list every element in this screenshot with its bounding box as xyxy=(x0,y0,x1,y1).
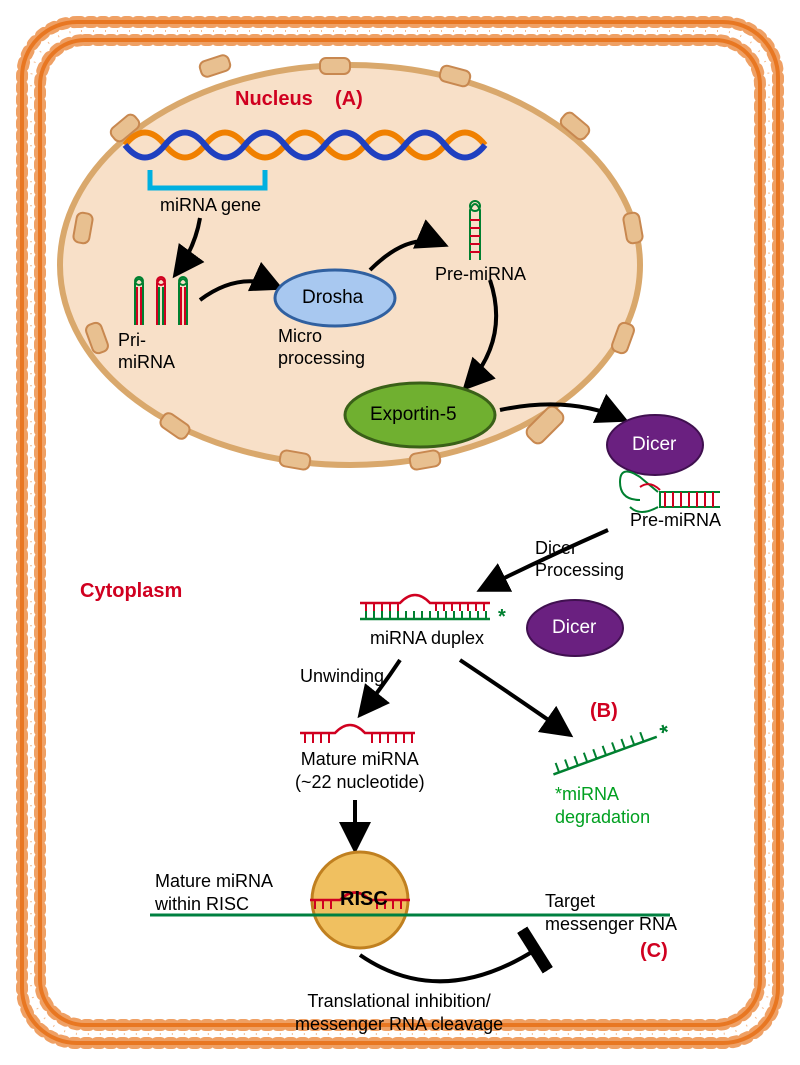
nucleus-label: Nucleus xyxy=(235,88,313,111)
mature-mirna-risc-label: Mature miRNA within RISC xyxy=(155,870,273,915)
marker-b: (B) xyxy=(590,700,618,723)
dicer-label-2: Dicer xyxy=(552,617,596,639)
marker-a: (A) xyxy=(335,88,363,111)
unwinding-label: Unwinding xyxy=(300,666,384,687)
cytoplasm-label: Cytoplasm xyxy=(80,580,182,603)
drosha-label: Drosha xyxy=(302,287,363,309)
svg-text:*: * xyxy=(657,719,674,746)
inhibition-label: Translational inhibition/ messenger RNA … xyxy=(295,990,503,1035)
dicer-processing-label: Dicer Processing xyxy=(535,538,624,581)
pre-mirna-cyto-label: Pre-miRNA xyxy=(630,510,721,531)
pre-mirna-cyto xyxy=(620,472,720,512)
target-mrna-label: Target messenger RNA xyxy=(545,890,677,935)
mirna-gene-label: miRNA gene xyxy=(160,195,261,216)
risc-label: RISC xyxy=(340,888,388,911)
pre-mirna-nuc-label: Pre-miRNA xyxy=(435,264,526,285)
arrow-inhibition xyxy=(360,950,535,981)
degraded-mirna: * xyxy=(549,719,674,785)
dicer-label-1: Dicer xyxy=(632,434,676,456)
arrow-duplex-to-degrade xyxy=(460,660,570,735)
mirna-degradation-label: *miRNA degradation xyxy=(555,783,650,828)
mirna-duplex: * xyxy=(360,595,506,628)
exportin-label: Exportin-5 xyxy=(370,404,457,426)
svg-text:*: * xyxy=(498,606,506,628)
mature-mirna-strand xyxy=(300,725,415,743)
micro-processing-label: Micro processing xyxy=(278,326,365,369)
mature-mirna-label: Mature miRNA (~22 nucleotide) xyxy=(295,748,425,793)
mirna-duplex-label: miRNA duplex xyxy=(370,628,484,649)
pri-mirna-label: Pri- miRNA xyxy=(118,330,175,373)
marker-c: (C) xyxy=(640,940,668,963)
